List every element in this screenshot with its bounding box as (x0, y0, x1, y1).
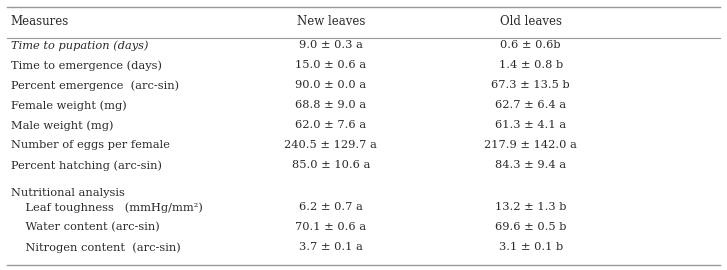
Text: 62.7 ± 6.4 a: 62.7 ± 6.4 a (495, 100, 566, 110)
Text: 67.3 ± 13.5 b: 67.3 ± 13.5 b (491, 80, 570, 90)
Text: 6.2 ± 0.7 a: 6.2 ± 0.7 a (299, 202, 363, 212)
Text: 61.3 ± 4.1 a: 61.3 ± 4.1 a (495, 120, 566, 130)
Text: Nitrogen content  (arc-sin): Nitrogen content (arc-sin) (11, 242, 180, 253)
Text: 13.2 ± 1.3 b: 13.2 ± 1.3 b (495, 202, 566, 212)
Text: 90.0 ± 0.0 a: 90.0 ± 0.0 a (295, 80, 366, 90)
Text: 3.1 ± 0.1 b: 3.1 ± 0.1 b (499, 242, 563, 252)
Text: 85.0 ± 10.6 a: 85.0 ± 10.6 a (292, 160, 370, 170)
Text: 84.3 ± 9.4 a: 84.3 ± 9.4 a (495, 160, 566, 170)
Text: Water content (arc-sin): Water content (arc-sin) (11, 222, 160, 233)
Text: 15.0 ± 0.6 a: 15.0 ± 0.6 a (295, 60, 366, 70)
Text: 240.5 ± 129.7 a: 240.5 ± 129.7 a (284, 140, 377, 150)
Text: Percent emergence  (arc-sin): Percent emergence (arc-sin) (11, 80, 179, 91)
Text: 9.0 ± 0.3 a: 9.0 ± 0.3 a (299, 40, 363, 50)
Text: Female weight (mg): Female weight (mg) (11, 100, 126, 111)
Text: Number of eggs per female: Number of eggs per female (11, 140, 170, 150)
Text: Time to pupation (days): Time to pupation (days) (11, 40, 148, 51)
Text: Nutritional analysis: Nutritional analysis (11, 188, 125, 198)
Text: New leaves: New leaves (297, 15, 365, 28)
Text: Old leaves: Old leaves (499, 15, 562, 28)
Text: Measures: Measures (11, 15, 69, 28)
Text: Leaf toughness   (mmHg/mm²): Leaf toughness (mmHg/mm²) (11, 202, 203, 213)
Text: 1.4 ± 0.8 b: 1.4 ± 0.8 b (499, 60, 563, 70)
Text: 62.0 ± 7.6 a: 62.0 ± 7.6 a (295, 120, 366, 130)
Text: 3.7 ± 0.1 a: 3.7 ± 0.1 a (299, 242, 363, 252)
Text: Male weight (mg): Male weight (mg) (11, 120, 113, 131)
Text: Time to emergence (days): Time to emergence (days) (11, 60, 162, 71)
Text: 0.6 ± 0.6b: 0.6 ± 0.6b (500, 40, 561, 50)
Text: 68.8 ± 9.0 a: 68.8 ± 9.0 a (295, 100, 366, 110)
Text: 69.6 ± 0.5 b: 69.6 ± 0.5 b (495, 222, 566, 232)
Text: 70.1 ± 0.6 a: 70.1 ± 0.6 a (295, 222, 366, 232)
Text: 217.9 ± 142.0 a: 217.9 ± 142.0 a (484, 140, 577, 150)
Text: Percent hatching (arc-sin): Percent hatching (arc-sin) (11, 160, 162, 171)
